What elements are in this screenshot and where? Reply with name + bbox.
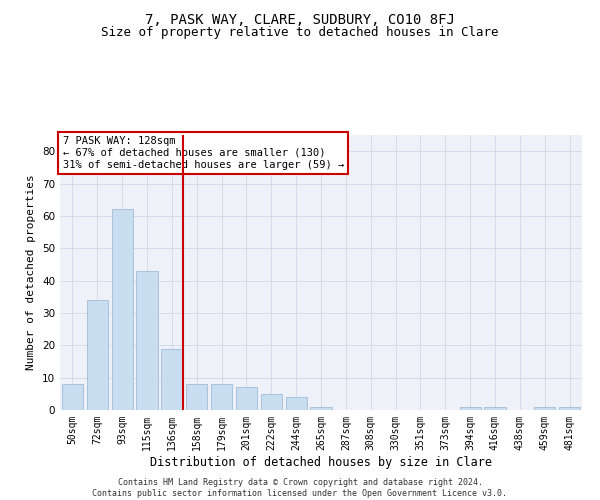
Bar xyxy=(559,407,580,410)
Bar xyxy=(310,407,332,410)
Bar xyxy=(484,407,506,410)
Bar xyxy=(534,407,555,410)
Text: 7 PASK WAY: 128sqm
← 67% of detached houses are smaller (130)
31% of semi-detach: 7 PASK WAY: 128sqm ← 67% of detached hou… xyxy=(62,136,344,170)
Bar xyxy=(87,300,108,410)
Bar xyxy=(62,384,83,410)
Bar xyxy=(261,394,282,410)
Y-axis label: Number of detached properties: Number of detached properties xyxy=(26,174,37,370)
Text: Contains HM Land Registry data © Crown copyright and database right 2024.
Contai: Contains HM Land Registry data © Crown c… xyxy=(92,478,508,498)
Bar xyxy=(186,384,207,410)
Bar xyxy=(112,210,133,410)
Bar xyxy=(136,271,158,410)
Text: Size of property relative to detached houses in Clare: Size of property relative to detached ho… xyxy=(101,26,499,39)
Bar xyxy=(161,348,182,410)
Bar xyxy=(211,384,232,410)
Text: 7, PASK WAY, CLARE, SUDBURY, CO10 8FJ: 7, PASK WAY, CLARE, SUDBURY, CO10 8FJ xyxy=(145,12,455,26)
Bar xyxy=(286,397,307,410)
X-axis label: Distribution of detached houses by size in Clare: Distribution of detached houses by size … xyxy=(150,456,492,468)
Bar xyxy=(460,407,481,410)
Bar xyxy=(236,388,257,410)
